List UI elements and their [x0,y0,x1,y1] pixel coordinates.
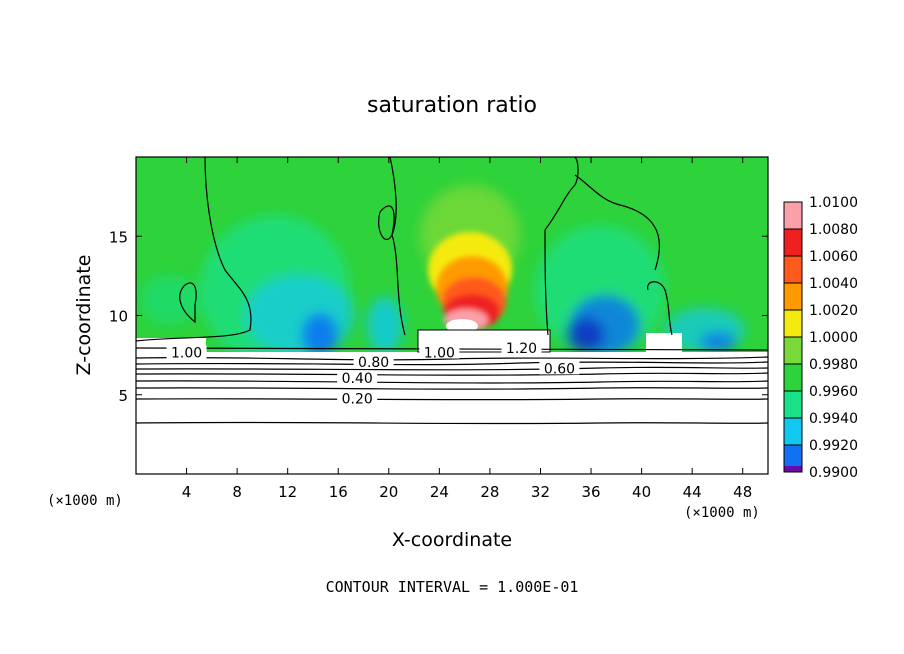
contour-label-bg [166,345,207,359]
colorbar-label: 1.0020 [809,303,858,319]
colorbar-label: 1.0080 [809,222,858,238]
contour-label: 1.20 [506,341,537,357]
x-axis: 4 8 12 16 20 24 28 32 36 40 44 48 [182,157,752,501]
x-tick-label: 12 [278,483,297,501]
colorbar-swatch [784,391,802,418]
colorbar-swatch [784,418,802,445]
colorbar-label: 0.9940 [809,411,858,427]
x-tick-label: 24 [430,483,449,501]
colorbar-label: 0.9980 [809,357,858,373]
chart-title: saturation ratio [367,93,537,118]
x-tick-label: 20 [379,483,398,501]
x-tick-label: 36 [581,483,600,501]
y-unit-note: (×1000 m) [47,493,123,509]
contour-label-bg [501,340,542,354]
x-tick-label: 32 [531,483,550,501]
x-tick-label: 40 [632,483,651,501]
colorbar-swatch [784,337,802,364]
colorbar-label: 0.9920 [809,438,858,454]
colorbar-swatch-bottom [784,466,802,472]
colorbar: 1.0100 1.0080 1.0060 1.0040 1.0020 1.0000 0.99… [783,195,858,481]
x-tick-label: 8 [232,483,242,501]
y-axis-label: Z-coordinate [73,255,95,376]
contour-label: 0.20 [342,392,373,408]
colorbar-label: 1.0040 [809,276,858,292]
colorbar-swatch [784,256,802,283]
contour-label-bg [337,391,378,405]
x-unit-note: (×1000 m) [684,505,760,521]
contour-label: 0.40 [342,371,373,387]
colorbar-label: 1.0060 [809,249,858,265]
x-tick-label: 4 [182,483,192,501]
x-tick-label: 44 [683,483,702,501]
colorbar-swatch [784,364,802,391]
x-axis-label: X-coordinate [392,529,512,551]
contour-label-bg [539,361,580,375]
y-tick-label: 5 [118,387,128,405]
colorbar-swatch [784,229,802,256]
contour-labels: 1.00 0.80 1.00 1.20 0.60 0.40 0.20 [166,340,580,408]
colorbar-swatch [784,310,802,337]
y-axis: 5 10 15 [109,228,768,405]
contour-label-bg [337,370,378,384]
contour-label: 1.00 [171,346,202,362]
y-tick-label: 15 [109,228,128,246]
colorbar-swatch [784,202,802,229]
contour-label: 0.60 [544,361,575,377]
contour-label-bg [419,345,460,359]
colorbar-swatch [784,283,802,310]
x-tick-label: 28 [480,483,499,501]
y-tick-label: 10 [109,308,128,326]
contour-label: 1.00 [424,346,455,362]
colorbar-label: 0.9900 [809,465,858,481]
contour-label-bg [353,355,394,369]
heatmap-field [136,157,768,474]
colorbar-label: 1.0000 [809,330,858,346]
contour-label: 0.80 [358,355,389,371]
contour-interval-note: CONTOUR INTERVAL = 1.000E-01 [326,578,579,596]
x-tick-label: 48 [733,483,752,501]
colorbar-label: 1.0100 [809,195,858,211]
x-tick-label: 16 [329,483,348,501]
colorbar-label: 0.9960 [809,384,858,400]
colorbar-swatch [784,445,802,472]
